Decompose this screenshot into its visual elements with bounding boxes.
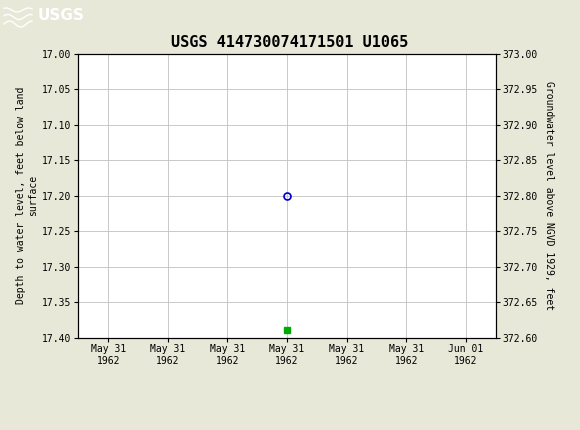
Y-axis label: Groundwater level above NGVD 1929, feet: Groundwater level above NGVD 1929, feet bbox=[543, 81, 554, 310]
Text: USGS: USGS bbox=[38, 9, 85, 24]
Text: USGS 414730074171501 U1065: USGS 414730074171501 U1065 bbox=[171, 35, 409, 50]
Y-axis label: Depth to water level, feet below land
surface: Depth to water level, feet below land su… bbox=[16, 87, 38, 304]
